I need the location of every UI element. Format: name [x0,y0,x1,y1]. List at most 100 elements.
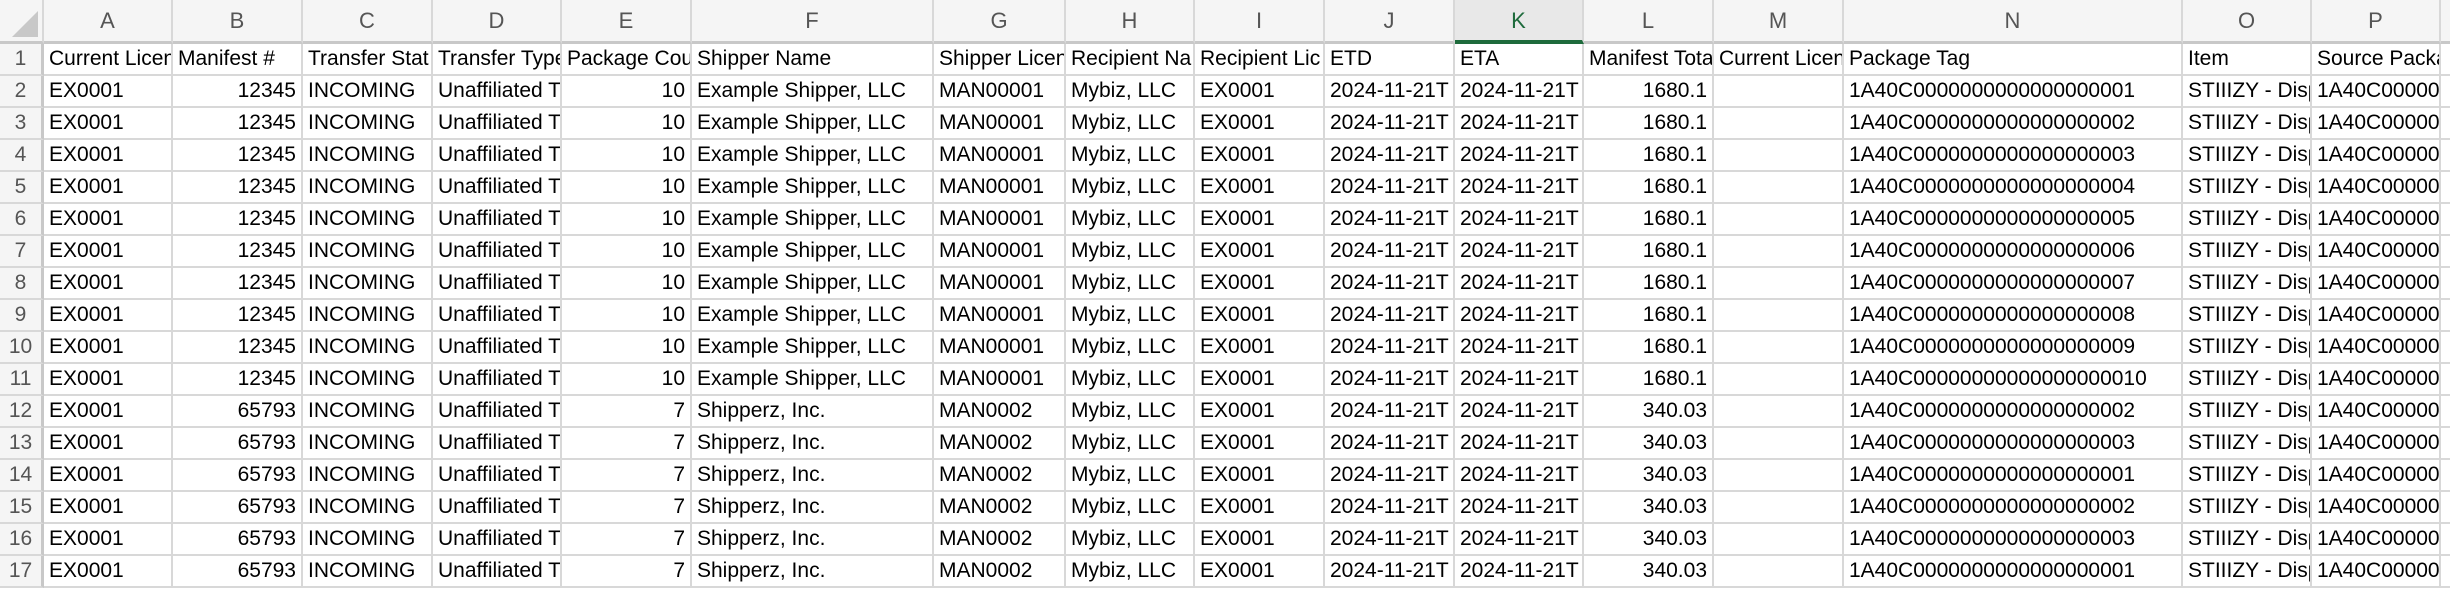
cell[interactable]: 65793 [173,396,303,428]
cell[interactable]: EX0001 [1195,332,1325,364]
row-header[interactable]: 5 [0,172,44,204]
cell[interactable]: 2024-11-21T [1455,172,1584,204]
cell[interactable] [2441,556,2450,588]
cell[interactable]: MAN00001 [934,364,1066,396]
cell[interactable]: 12345 [173,76,303,108]
cell[interactable]: Unaffiliated T [433,140,562,172]
row-header[interactable]: 11 [0,364,44,396]
cell[interactable]: 1680.1 [1584,108,1714,140]
column-title-cell[interactable]: Package Tag [1844,44,2183,76]
column-header-L[interactable]: L [1584,0,1714,44]
cell[interactable]: MAN0002 [934,556,1066,588]
cell[interactable]: Mybiz, LLC [1066,460,1195,492]
cell[interactable] [1714,268,1844,300]
cell[interactable]: STIIIZY - Disp [2183,556,2312,588]
cell[interactable]: Example Shipper, LLC [692,300,934,332]
row-header[interactable]: 3 [0,108,44,140]
row-header[interactable]: 9 [0,300,44,332]
cell[interactable]: INCOMING [303,428,433,460]
cell[interactable]: EX0001 [44,428,173,460]
column-header-F[interactable]: F [692,0,934,44]
cell[interactable]: 1A40C000000 [2312,140,2441,172]
cell[interactable]: EX0001 [1195,396,1325,428]
cell[interactable]: STIIIZY - Disp [2183,428,2312,460]
cell[interactable]: 1A40C0000000000000000008 [1844,300,2183,332]
cell[interactable]: EX0001 [44,300,173,332]
cell[interactable]: 10 [562,364,692,396]
cell[interactable]: 2024-11-21T [1325,364,1455,396]
cell[interactable]: 12345 [173,268,303,300]
cell[interactable]: 1A40C000000 [2312,76,2441,108]
column-header-Q[interactable]: Q [2441,0,2450,44]
cell[interactable]: EX0001 [44,268,173,300]
row-header[interactable]: 17 [0,556,44,588]
cell[interactable]: Mybiz, LLC [1066,204,1195,236]
cell[interactable] [2441,76,2450,108]
cell[interactable]: EX0001 [44,396,173,428]
cell[interactable]: INCOMING [303,172,433,204]
row-header[interactable]: 15 [0,492,44,524]
cell[interactable] [2441,108,2450,140]
column-title-cell[interactable]: Package Cou [562,44,692,76]
column-title-cell[interactable]: Manifest Tota [1584,44,1714,76]
cell[interactable]: STIIIZY - Disp [2183,364,2312,396]
cell[interactable] [1714,396,1844,428]
cell[interactable]: Mybiz, LLC [1066,428,1195,460]
cell[interactable]: 340.03 [1584,428,1714,460]
cell[interactable]: 1A40C0000000000000000009 [1844,332,2183,364]
cell[interactable]: EX0001 [1195,428,1325,460]
cell[interactable]: Unaffiliated T [433,524,562,556]
cell[interactable]: Unaffiliated T [433,556,562,588]
cell[interactable]: 65793 [173,460,303,492]
cell[interactable]: EX0001 [1195,76,1325,108]
cell[interactable]: 340.03 [1584,396,1714,428]
cell[interactable]: Example Shipper, LLC [692,332,934,364]
cell[interactable]: 1A40C000000 [2312,428,2441,460]
cell[interactable]: Mybiz, LLC [1066,300,1195,332]
column-header-K[interactable]: K [1455,0,1584,44]
cell[interactable]: Example Shipper, LLC [692,268,934,300]
cell[interactable]: 2024-11-21T [1325,172,1455,204]
cell[interactable]: EX0001 [44,204,173,236]
cell[interactable]: Mybiz, LLC [1066,332,1195,364]
cell[interactable]: 1A40C0000000000000000001 [1844,76,2183,108]
cell[interactable]: 2024-11-21T [1455,524,1584,556]
cell[interactable]: MAN0002 [934,396,1066,428]
cell[interactable]: EX0001 [1195,172,1325,204]
column-header-D[interactable]: D [433,0,562,44]
cell[interactable]: Unaffiliated T [433,460,562,492]
cell[interactable]: Example Shipper, LLC [692,204,934,236]
cell[interactable]: 2024-11-21T [1455,364,1584,396]
cell[interactable]: 340.03 [1584,524,1714,556]
cell[interactable]: 2024-11-21T [1455,460,1584,492]
cell[interactable]: STIIIZY - Disp [2183,492,2312,524]
cell[interactable]: STIIIZY - Disp [2183,76,2312,108]
cell[interactable]: MAN0002 [934,524,1066,556]
cell[interactable]: Unaffiliated T [433,364,562,396]
cell[interactable]: 1A40C000000 [2312,364,2441,396]
row-header[interactable]: 7 [0,236,44,268]
cell[interactable]: 10 [562,76,692,108]
cell[interactable]: Mybiz, LLC [1066,524,1195,556]
cell[interactable]: 1A40C0000000000000000001 [1844,556,2183,588]
cell[interactable] [2441,140,2450,172]
cell[interactable]: 1A40C000000 [2312,268,2441,300]
cell[interactable]: EX0001 [1195,460,1325,492]
cell[interactable]: 2024-11-21T [1325,524,1455,556]
cell[interactable]: Unaffiliated T [433,76,562,108]
cell[interactable]: EX0001 [44,364,173,396]
cell[interactable]: 2024-11-21T [1455,396,1584,428]
cell[interactable]: 2024-11-21T [1455,300,1584,332]
cell[interactable]: 2024-11-21T [1455,492,1584,524]
cell[interactable]: MAN00001 [934,76,1066,108]
row-header[interactable]: 4 [0,140,44,172]
cell[interactable]: 2024-11-21T [1325,300,1455,332]
cell[interactable]: 1680.1 [1584,204,1714,236]
cell[interactable]: INCOMING [303,140,433,172]
cell[interactable]: 1A40C000000 [2312,556,2441,588]
cell[interactable]: 1A40C000000 [2312,172,2441,204]
cell[interactable]: 2024-11-21T [1325,140,1455,172]
cell[interactable]: 1A40C000000 [2312,300,2441,332]
cell[interactable]: 10 [562,108,692,140]
cell[interactable]: Mybiz, LLC [1066,492,1195,524]
